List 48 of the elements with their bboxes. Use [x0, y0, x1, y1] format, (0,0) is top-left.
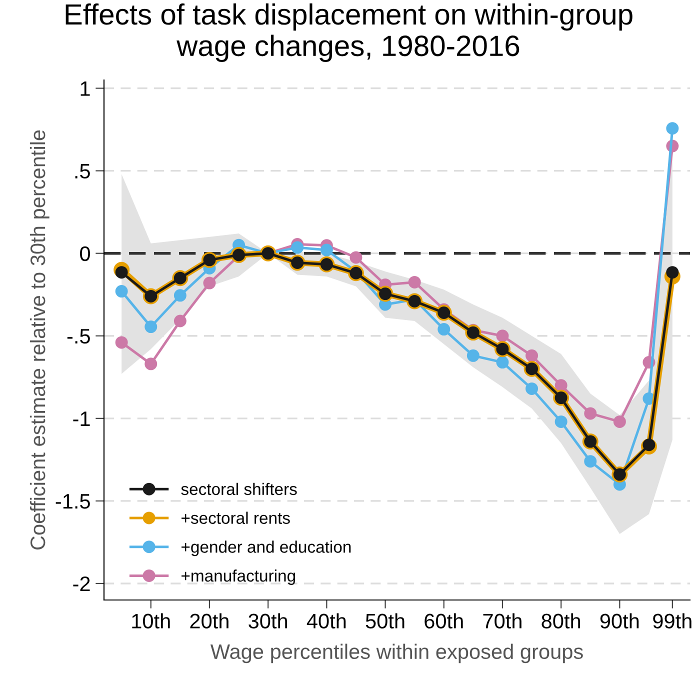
point	[144, 320, 158, 334]
legend-label: +manufacturing	[182, 569, 295, 585]
point	[174, 314, 186, 328]
point	[203, 276, 216, 290]
point	[496, 356, 509, 369]
point	[584, 455, 597, 468]
point	[554, 379, 568, 392]
y-axis-title: Coefficient estimate relative to 30th percentile	[30, 130, 50, 550]
point	[613, 415, 626, 428]
point	[496, 330, 509, 342]
x-tick-label: 10th	[132, 613, 170, 628]
x-tick-label: 60th	[424, 613, 463, 628]
y-tick-label: .5	[75, 164, 90, 179]
point	[584, 407, 597, 420]
point	[115, 285, 128, 298]
point	[408, 276, 421, 288]
point	[642, 438, 656, 452]
x-tick-label: 50th	[366, 613, 404, 628]
point	[554, 415, 568, 428]
chart-title: Effects of task displacement on within-group wage changes, 1980-2016	[66, 3, 632, 62]
x-tick-label: 40th	[306, 613, 346, 628]
x-tick-label: 99th	[653, 613, 692, 628]
point	[666, 122, 679, 135]
point	[526, 382, 538, 395]
y-tick-label: -1	[73, 412, 90, 426]
point	[144, 358, 158, 370]
y-tick-label: -.5	[67, 329, 90, 344]
point	[438, 323, 450, 336]
point	[115, 336, 128, 349]
legend-label: sectoral shifters	[181, 482, 297, 496]
y-tick-label: -2	[73, 576, 90, 592]
legend-label: +sectoral rents	[182, 512, 290, 524]
x-tick-label: 90th	[600, 613, 639, 628]
x-tick-label: 80th	[542, 613, 580, 628]
y-tick-label: 0	[80, 246, 90, 262]
point	[466, 349, 480, 362]
point	[174, 289, 186, 302]
y-tick-label: -1.5	[56, 494, 90, 509]
point	[291, 241, 304, 254]
x-tick-label: 70th	[483, 613, 522, 628]
x-tick-label: 30th	[248, 613, 288, 628]
y-tick-label: 1	[80, 81, 90, 96]
legend-label: +gender and education	[182, 540, 351, 556]
point	[526, 349, 538, 362]
point	[350, 251, 362, 264]
x-axis-title: Wage percentiles within exposed groups	[210, 644, 583, 664]
point	[320, 244, 333, 256]
x-tick-label: 20th	[190, 613, 228, 628]
